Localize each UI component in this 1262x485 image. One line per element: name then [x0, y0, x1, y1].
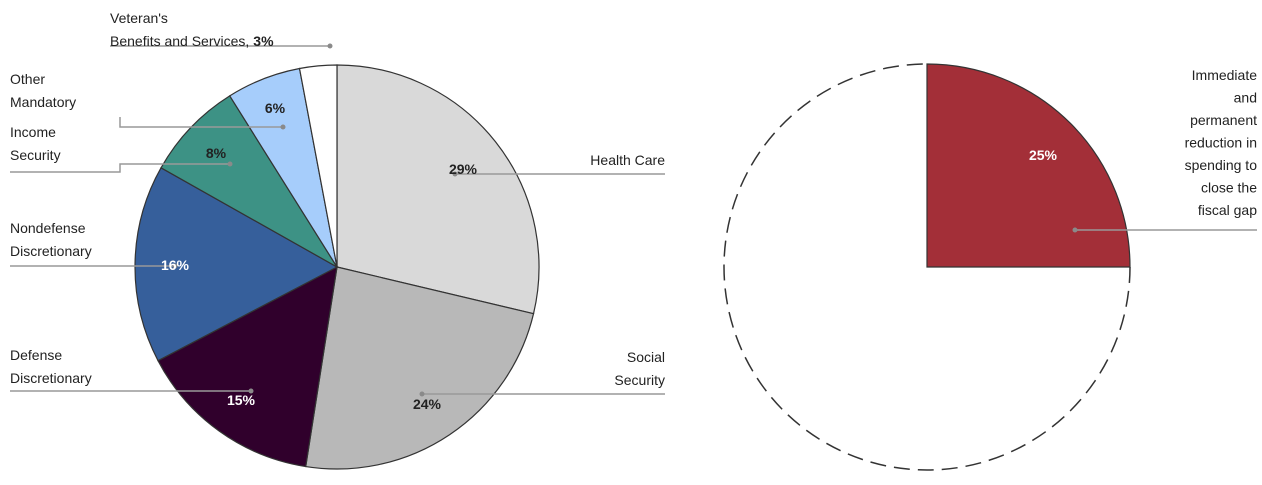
pct-label-defense-discretionary: 15% [227, 392, 256, 408]
spending-breakdown-pie: Health Care 29% Social Security 24% Defense Di… [10, 10, 665, 470]
slice-label-other-mandatory: Other Mandatory [10, 71, 76, 110]
pct-label-other-mandatory: 6% [265, 100, 286, 116]
slice-label-social-security: Social Security [614, 349, 665, 388]
fiscal-gap-pie: Immediate and permanent reduction in spendin… [723, 63, 1258, 471]
pct-label-fiscal-gap: 25% [1029, 147, 1058, 163]
slice-social-security [305, 266, 535, 470]
leader-dot-social-security [419, 391, 425, 397]
slice-label-health-care: Health Care [590, 152, 665, 168]
slice-veteran-s-benefits-and-services [298, 64, 338, 268]
leader-line-other-mandatory [119, 117, 283, 128]
leader-dot-nondefense-discretionary [172, 263, 178, 269]
leader-dot-income-security [227, 161, 233, 167]
slice-label-income-security: Income Security [10, 124, 61, 163]
slice-defense-discretionary [157, 265, 338, 468]
slice-label-defense-discretionary: Defense Discretionary [10, 347, 92, 386]
pct-label-health-care: 29% [449, 161, 478, 177]
pct-label-income-security: 8% [206, 145, 227, 161]
slice-health-care [336, 64, 540, 315]
leader-dot-defense-discretionary [248, 388, 254, 394]
slice-nondefense-discretionary [134, 167, 339, 362]
slice-label-veteran-s-benefits-and-services: Veteran's Benefits and Services, 3% [110, 10, 274, 49]
leader-dot-fiscal-gap [1072, 227, 1078, 233]
leader-dot-health-care [452, 171, 458, 177]
leader-dot-other-mandatory [280, 124, 286, 130]
remainder-dashed-outline [723, 63, 1131, 471]
slice-label-nondefense-discretionary: Nondefense Discretionary [10, 220, 92, 259]
slice-fiscal-gap [926, 63, 1131, 268]
leader-line-income-security [10, 163, 230, 173]
leader-dot-veteran-s-benefits-and-services [327, 43, 333, 49]
pct-label-nondefense-discretionary: 16% [161, 257, 190, 273]
slice-label-fiscal-gap: Immediate and permanent reduction in spendin… [1185, 67, 1258, 218]
pct-label-social-security: 24% [413, 396, 442, 412]
